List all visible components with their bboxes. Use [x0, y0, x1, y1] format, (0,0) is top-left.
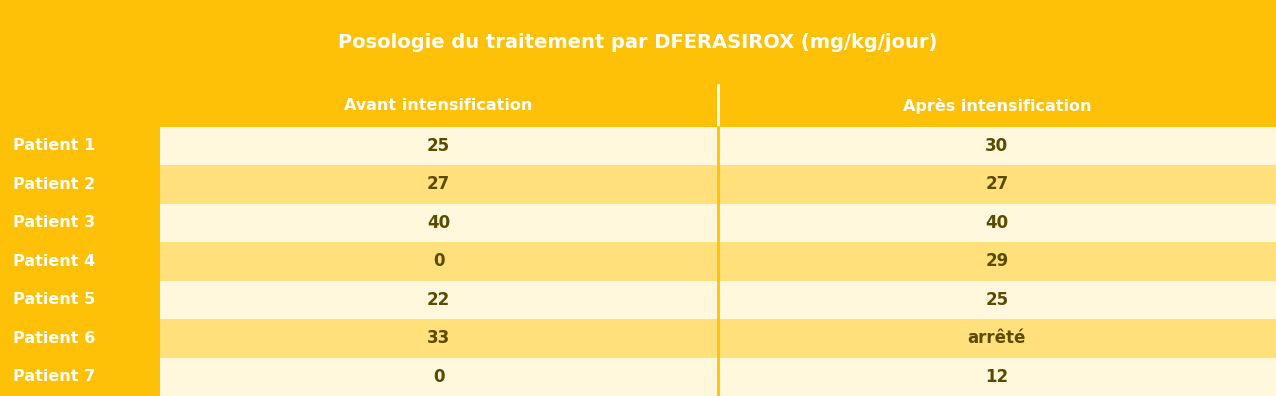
Bar — [160, 319, 717, 358]
Bar — [717, 165, 1276, 204]
Bar — [160, 127, 717, 165]
Text: 33: 33 — [427, 329, 450, 347]
Bar — [0, 85, 1276, 127]
Bar — [0, 281, 160, 319]
Text: 27: 27 — [427, 175, 450, 193]
Bar — [160, 165, 717, 204]
Text: Patient 6: Patient 6 — [13, 331, 94, 346]
Text: Patient 3: Patient 3 — [13, 215, 94, 230]
Text: Patient 1: Patient 1 — [13, 139, 94, 154]
Text: 40: 40 — [985, 214, 1008, 232]
Text: 12: 12 — [985, 368, 1008, 386]
Text: 0: 0 — [433, 252, 444, 270]
Text: 0: 0 — [433, 368, 444, 386]
Bar — [0, 165, 160, 204]
Bar — [717, 204, 1276, 242]
Text: 25: 25 — [427, 137, 450, 155]
Text: Posologie du traitement par DFERASIROX (mg/kg/jour): Posologie du traitement par DFERASIROX (… — [338, 33, 938, 52]
Bar — [0, 358, 160, 396]
Bar — [160, 204, 717, 242]
Bar — [160, 281, 717, 319]
Text: 30: 30 — [985, 137, 1008, 155]
Text: Patient 5: Patient 5 — [13, 292, 94, 307]
Bar — [0, 0, 1276, 85]
Bar — [717, 281, 1276, 319]
Text: 25: 25 — [985, 291, 1008, 309]
Bar — [0, 127, 160, 165]
Text: 27: 27 — [985, 175, 1008, 193]
Bar — [717, 319, 1276, 358]
Text: Patient 7: Patient 7 — [13, 369, 94, 384]
Bar — [0, 242, 160, 281]
Bar — [717, 358, 1276, 396]
Text: Avant intensification: Avant intensification — [345, 99, 533, 113]
Bar — [160, 358, 717, 396]
Bar — [0, 319, 160, 358]
Bar — [0, 204, 160, 242]
Text: Après intensification: Après intensification — [902, 98, 1091, 114]
Text: Patient 2: Patient 2 — [13, 177, 94, 192]
Bar — [160, 242, 717, 281]
Bar — [717, 127, 1276, 165]
Text: Patient 4: Patient 4 — [13, 254, 94, 269]
Bar — [717, 242, 1276, 281]
Text: 40: 40 — [427, 214, 450, 232]
Text: 29: 29 — [985, 252, 1008, 270]
Text: arrêté: arrêté — [967, 329, 1026, 347]
Text: 22: 22 — [427, 291, 450, 309]
